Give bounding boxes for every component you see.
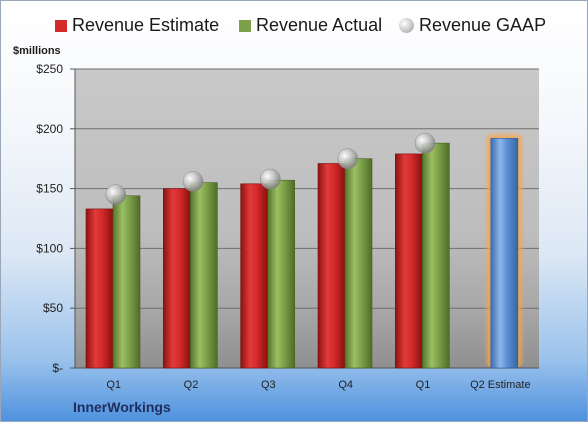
y-tick-label: $- (52, 361, 63, 375)
legend-swatch-gaap (399, 18, 414, 33)
bar-revenue-estimate-forecast (490, 138, 519, 369)
bar-revenue-actual (422, 142, 450, 369)
legend-label-estimate: Revenue Estimate (72, 15, 220, 35)
y-tick-label: $100 (36, 241, 63, 255)
y-axis-unit-label: $millions (13, 45, 61, 57)
bar-revenue-actual (190, 182, 218, 369)
bar-revenue-estimate (317, 163, 346, 369)
x-tick-label: Q1 (106, 379, 121, 391)
bar-revenue-actual (267, 179, 295, 369)
plot-area (75, 69, 539, 368)
legend-label-actual: Revenue Actual (256, 15, 383, 35)
bar-revenue-estimate (240, 183, 268, 369)
legend: Revenue Estimate Revenue Actual Revenue … (1, 15, 588, 45)
bar-revenue-estimate (395, 153, 423, 369)
legend-item-gaap: Revenue GAAP (399, 15, 546, 36)
legend-item-estimate: Revenue Estimate (55, 15, 219, 36)
point-revenue-gaap (105, 184, 126, 205)
x-tick-label: Q3 (261, 379, 276, 391)
y-tick-label: $250 (36, 62, 63, 76)
company-name: InnerWorkings (73, 399, 171, 415)
legend-swatch-estimate (55, 19, 67, 32)
y-tick-label: $50 (43, 301, 63, 315)
point-revenue-gaap (414, 132, 436, 154)
x-tick-label: Q1 (416, 379, 431, 391)
point-revenue-gaap (260, 168, 281, 190)
y-tick-label: $150 (36, 182, 63, 196)
legend-item-actual: Revenue Actual (239, 15, 382, 36)
y-tick-label: $200 (36, 122, 63, 136)
point-revenue-gaap (182, 171, 204, 192)
x-tick-label: Q2 (184, 379, 199, 391)
bar-revenue-estimate (163, 188, 191, 369)
legend-swatch-actual (239, 19, 251, 32)
bar-revenue-actual (112, 195, 141, 369)
x-tick-label: Q4 (338, 379, 353, 391)
point-revenue-gaap (337, 148, 358, 169)
x-tick-label: Q2 Estimate (470, 379, 531, 391)
bar-revenue-estimate (85, 208, 114, 369)
legend-label-gaap: Revenue GAAP (419, 15, 547, 35)
bar-revenue-actual (344, 158, 373, 369)
